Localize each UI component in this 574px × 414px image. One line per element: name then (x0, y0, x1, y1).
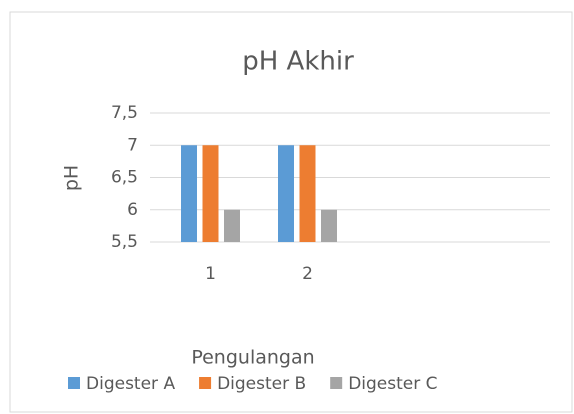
x-tick-label: 2 (302, 264, 313, 284)
bar (299, 145, 316, 242)
legend-swatch (68, 377, 80, 389)
y-tick-label: 7 (127, 135, 138, 155)
chart-title: pH Akhir (242, 47, 354, 77)
legend-swatch (330, 377, 343, 389)
legend-label: Digester C (348, 374, 437, 394)
y-axis-label: pH (61, 165, 83, 191)
x-axis-label: Pengulangan (191, 347, 314, 369)
y-tick-label: 5,5 (111, 232, 138, 252)
legend-label: Digester B (217, 374, 306, 394)
bar (278, 145, 294, 242)
y-tick-label: 7,5 (111, 103, 138, 123)
bar (202, 145, 219, 242)
y-tick-label: 6 (127, 200, 138, 220)
bar (321, 209, 337, 242)
legend-swatch (199, 377, 212, 389)
legend-label: Digester A (86, 374, 175, 394)
bar (224, 209, 240, 242)
x-tick-label: 1 (205, 264, 216, 284)
y-tick-label: 6,5 (111, 168, 138, 188)
bar (181, 145, 197, 242)
